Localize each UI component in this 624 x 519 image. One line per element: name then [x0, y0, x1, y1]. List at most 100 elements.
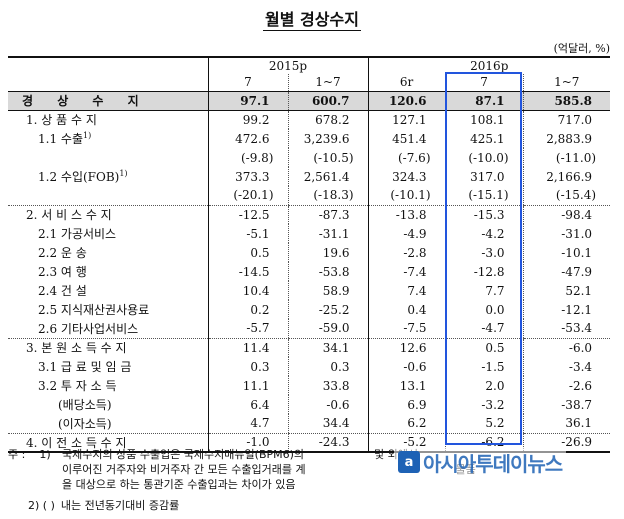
table-row: 2.1 가공서비스 -5.1 -31.1 -4.9 -4.2 -31.0 — [8, 224, 611, 243]
row-label: 1. 상 품 수 지 — [26, 113, 97, 128]
table-cell: 3,239.6 — [287, 129, 369, 148]
header-row-year: 2015p 2016p — [8, 56, 611, 74]
row-label: 2.3 여 행 — [38, 265, 87, 279]
table-cell: -4.7 — [444, 319, 524, 339]
table-cell: 2,883.9 — [522, 129, 611, 148]
table-cell: 52.1 — [522, 281, 611, 300]
table-cell: (-20.1) — [207, 186, 288, 206]
table-row: 경 상 수 지 97.1 600.7 120.6 87.1 585.8 — [8, 91, 611, 111]
table-cell: 2,166.9 — [522, 167, 611, 186]
table-row: 1. 상 품 수 지 99.2 678.2 127.1 108.1 717.0 — [8, 110, 611, 129]
watermark-badge-icon: a — [398, 451, 420, 473]
table-cell: 373.3 — [207, 167, 288, 186]
row-label: 2.1 가공서비스 — [38, 227, 117, 241]
table-row: 1.1 수출1) 472.6 3,239.6 451.4 425.1 2,883… — [8, 129, 611, 148]
table-cell: 324.3 — [367, 167, 446, 186]
table-cell: 0.5 — [444, 338, 524, 357]
footnote-mark: 1) — [119, 169, 128, 178]
row-label: 2.2 운 송 — [38, 246, 87, 260]
row-label: 1.1 수출1) — [38, 131, 92, 146]
current-account-table: 2015p 2016p 7 1~7 6r 7 1~7 경 상 수 지 97.1 … — [8, 56, 611, 453]
table-cell: -12.8 — [444, 262, 524, 281]
table-cell: (-7.6) — [367, 148, 446, 167]
table-cell: 678.2 — [287, 110, 369, 129]
table-cell: -3.4 — [522, 357, 611, 376]
footnote-text: 국제수지의 상품 수출입은 국제수지매뉴얼(BPM6)의 — [62, 448, 305, 461]
footnote-1-line3: 을 대상으로 하는 통관기준 수출입과는 차이가 있음 — [62, 478, 296, 491]
footnote-text: 내는 전년동기대비 증감률 — [60, 499, 180, 512]
table-cell: -3.0 — [444, 243, 524, 262]
watermark-logo: a 아시아투데이뉴스 — [394, 448, 567, 476]
table-cell: -5.1 — [207, 224, 288, 243]
table-cell: 12.6 — [367, 338, 446, 357]
table-cell: -15.3 — [444, 205, 524, 224]
table-cell: (-11.0) — [522, 148, 611, 167]
table-cell: 451.4 — [367, 129, 446, 148]
table-cell: 33.8 — [287, 376, 369, 395]
table-cell: 425.1 — [444, 129, 524, 148]
table-cell: (-10.5) — [287, 148, 369, 167]
row-label: 4. 이 전 소 득 수 지 — [8, 433, 208, 453]
table-row: (-20.1) (-18.3) (-10.1) (-15.1) (-15.4) — [8, 186, 611, 206]
table-row: 1.2 수입(FOB)1) 373.3 2,561.4 324.3 317.0 … — [8, 167, 611, 186]
table-cell: 120.6 — [367, 91, 446, 111]
table-row: 2.2 운 송 0.5 19.6 -2.8 -3.0 -10.1 — [8, 243, 611, 262]
table-cell: 585.8 — [522, 91, 611, 111]
row-label — [8, 186, 208, 206]
table-cell: 6.2 — [367, 414, 446, 434]
table-cell: 0.3 — [207, 357, 288, 376]
table-cell: -1.5 — [444, 357, 524, 376]
row-label: 2. 서 비 스 수 지 — [26, 208, 112, 223]
table-row: 2. 서 비 스 수 지 -12.5 -87.3 -13.8 -15.3 -98… — [8, 205, 611, 224]
table-cell: 87.1 — [444, 91, 524, 111]
table-row: 2.4 건 설 10.4 58.9 7.4 7.7 52.1 — [8, 281, 611, 300]
table-cell: 7.4 — [367, 281, 446, 300]
table-cell: 13.1 — [367, 376, 446, 395]
table-cell: -7.5 — [367, 319, 446, 339]
table-cell: -87.3 — [287, 205, 369, 224]
footnote-key: 1) — [39, 448, 51, 461]
table-cell: (-10.1) — [367, 186, 446, 206]
table-cell: (-15.4) — [522, 186, 611, 206]
table-cell: -59.0 — [287, 319, 369, 339]
table-cell: 0.2 — [207, 300, 288, 319]
table-cell: 58.9 — [287, 281, 369, 300]
table-cell: 6.9 — [367, 395, 446, 414]
table-cell: 2.0 — [444, 376, 524, 395]
table-cell: -7.4 — [367, 262, 446, 281]
row-label: (배당소득) — [58, 398, 112, 412]
table-cell: -25.2 — [287, 300, 369, 319]
table-cell: -38.7 — [522, 395, 611, 414]
table-cell: 99.2 — [207, 110, 288, 129]
table-cell: -53.4 — [522, 319, 611, 339]
table-cell: 472.6 — [207, 129, 288, 148]
header-col-2016-7: 7 — [444, 74, 524, 92]
footnote-mark: 1) — [82, 131, 92, 140]
table-cell: 6.4 — [207, 395, 288, 414]
table-row: (배당소득) 6.4 -0.6 6.9 -3.2 -38.7 — [8, 395, 611, 414]
table-cell: -14.5 — [207, 262, 288, 281]
table-cell: 34.4 — [287, 414, 369, 434]
table-cell: -1.0 — [207, 433, 288, 453]
table-cell: -2.6 — [522, 376, 611, 395]
table-row: (이자소득) 4.7 34.4 6.2 5.2 36.1 — [8, 414, 611, 434]
header-col-2015-7: 7 — [207, 74, 288, 92]
watermark-text: 아시아투데이뉴스 — [423, 451, 563, 476]
footnote-2: 2) ( ) 내는 전년동기대비 증감률 — [8, 498, 612, 513]
table-cell: -53.8 — [287, 262, 369, 281]
table-cell: (-15.1) — [444, 186, 524, 206]
table-row: (-9.8) (-10.5) (-7.6) (-10.0) (-11.0) — [8, 148, 611, 167]
table-cell: 127.1 — [367, 110, 446, 129]
table-cell: -12.1 — [522, 300, 611, 319]
table-cell: 19.6 — [287, 243, 369, 262]
table-cell: 10.4 — [207, 281, 288, 300]
table-cell: 0.0 — [444, 300, 524, 319]
row-label: 3. 본 원 소 득 수 지 — [26, 341, 127, 356]
unit-label: (억달러, %) — [553, 42, 610, 55]
table-cell: 108.1 — [444, 110, 524, 129]
header-col-2015-1-7: 1~7 — [287, 74, 369, 92]
table-cell: 11.4 — [207, 338, 288, 357]
table-cell: -24.3 — [287, 433, 369, 453]
table-cell: 2,561.4 — [287, 167, 369, 186]
table-row: 3.2 투 자 소 득 11.1 33.8 13.1 2.0 -2.6 — [8, 376, 611, 395]
